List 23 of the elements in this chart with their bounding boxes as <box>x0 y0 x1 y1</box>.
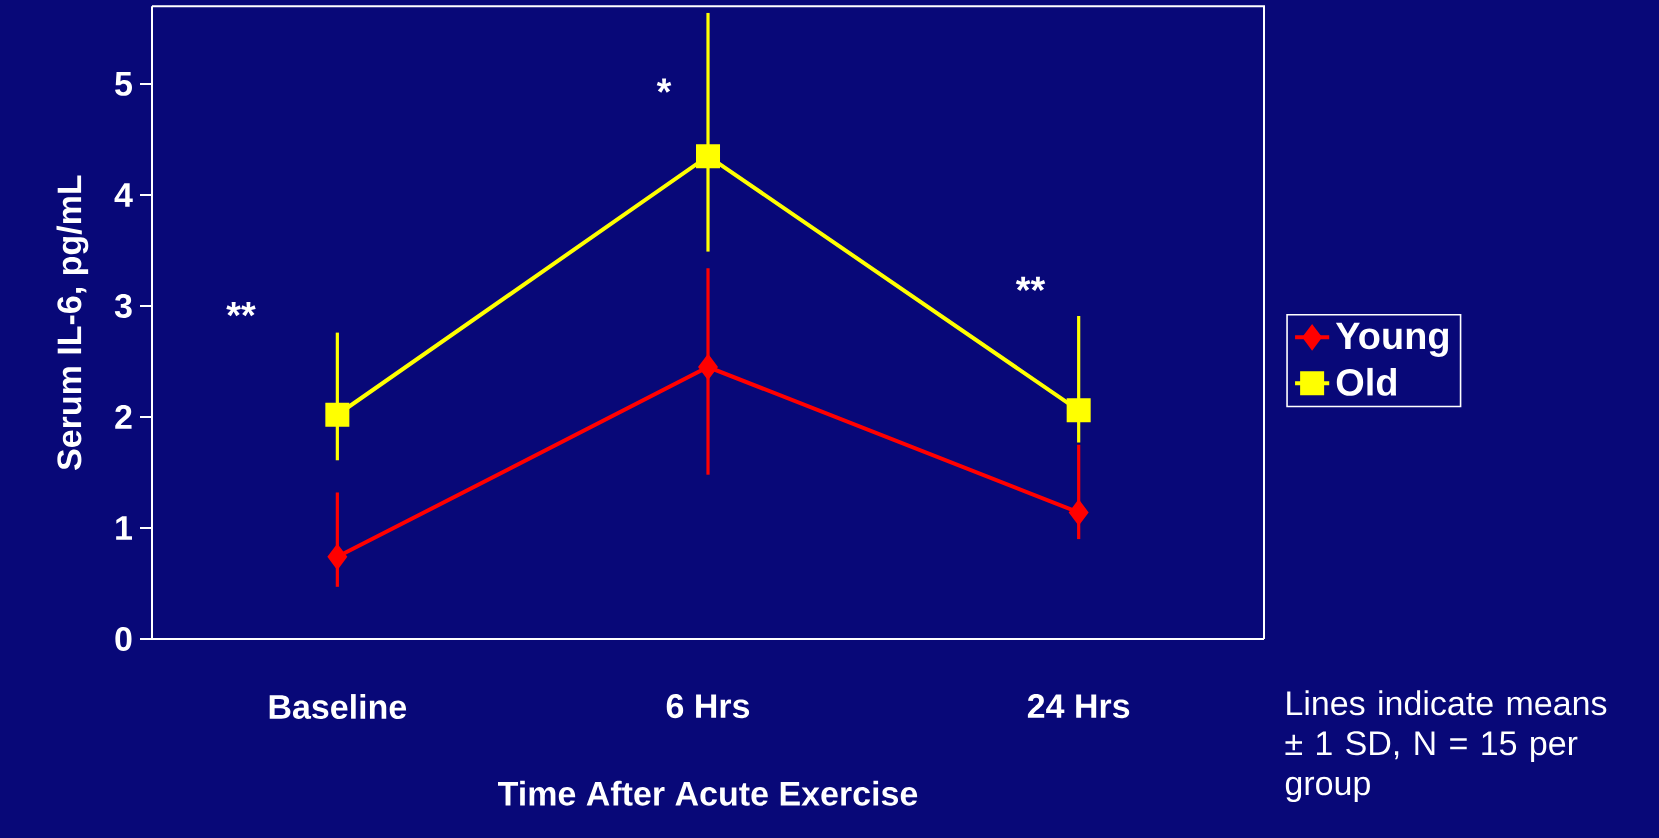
annotation: ** <box>226 302 256 317</box>
point <box>1066 398 1091 423</box>
text: Lines indicate means ± 1 SD, N = 15 per group <box>1285 690 1607 803</box>
x-tick-label: Baseline <box>269 694 407 720</box>
y-tick-label: 5 <box>115 72 132 96</box>
annotation: * <box>656 78 672 93</box>
y-tick-label: 4 <box>114 183 133 207</box>
y-tick-label: 2 <box>115 405 132 429</box>
legend-label: Young <box>1335 322 1449 357</box>
point <box>325 402 350 427</box>
point <box>327 544 347 569</box>
y-tick-label: 0 <box>115 626 132 652</box>
x-tick-label: 24 Hrs <box>1027 694 1130 719</box>
x-axis-title: Time After Acute Exercise <box>497 780 918 806</box>
annotation: ** <box>1015 276 1046 291</box>
y-axis-title: Serum IL-6, pg/mL <box>56 175 89 470</box>
legend-label: Old <box>1336 367 1397 396</box>
y-tick-label: 3 <box>114 293 132 319</box>
point <box>696 144 721 169</box>
x-tick-label: 6 Hrs <box>666 694 750 719</box>
point <box>698 355 718 380</box>
y-tick-label: 1 <box>116 516 132 540</box>
point <box>1069 500 1089 525</box>
